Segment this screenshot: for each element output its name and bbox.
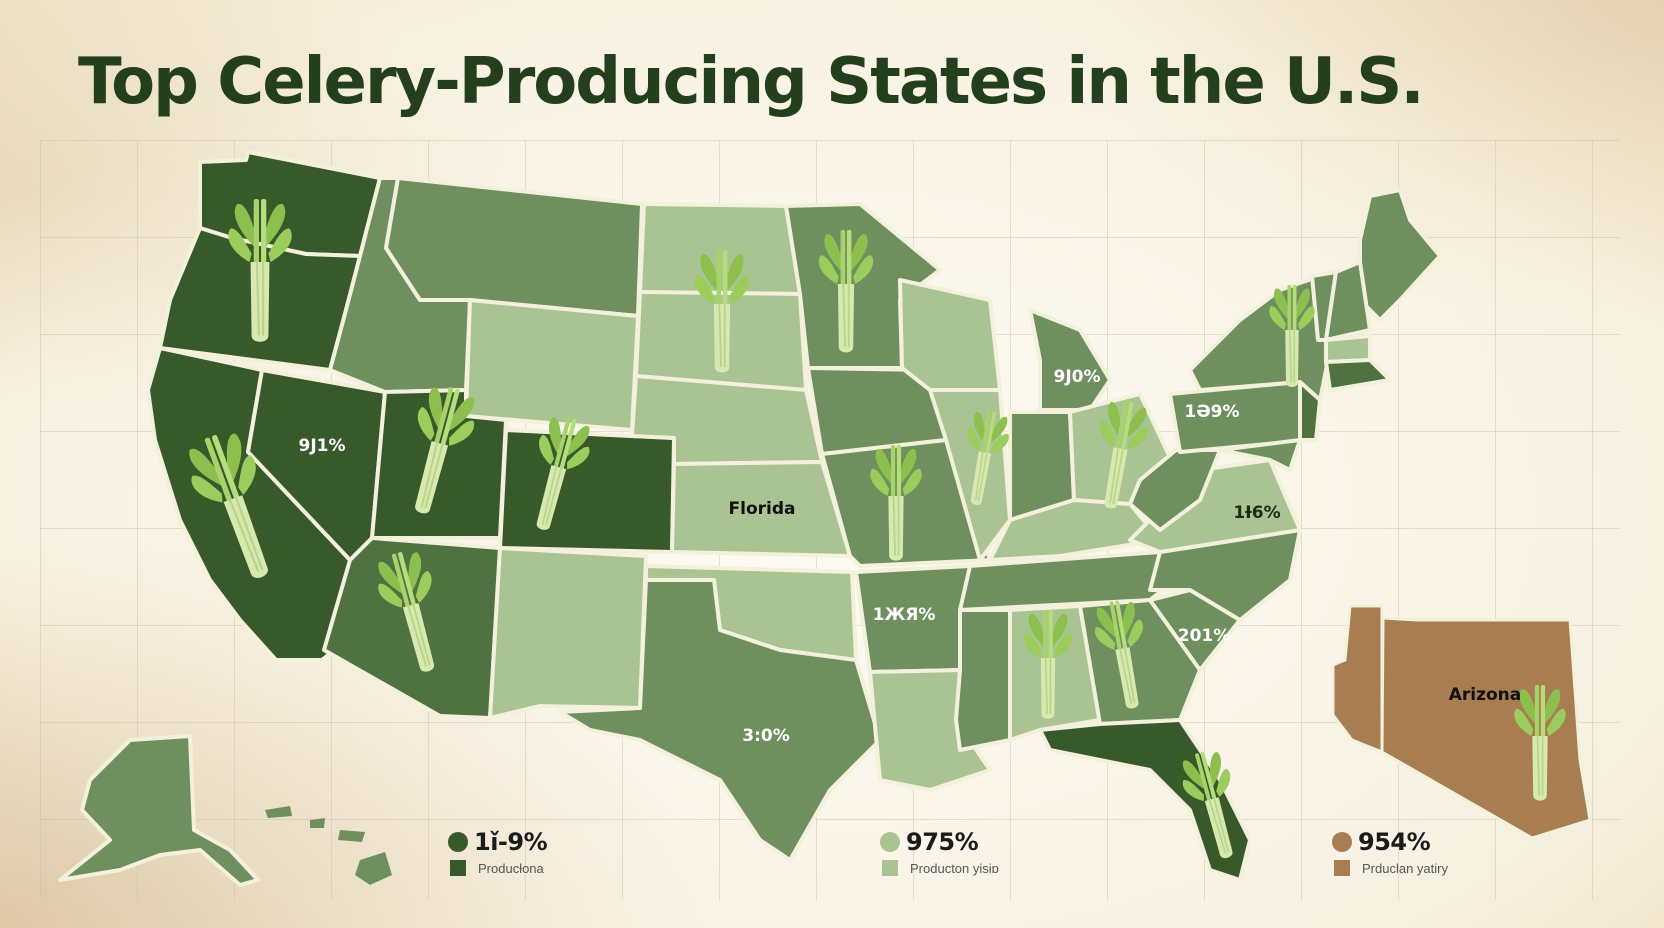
label-nevada: 9J1% <box>298 436 345 456</box>
legend-swatch-dark <box>450 860 466 876</box>
state-texas <box>558 578 882 862</box>
label-arizona-inset: Arizona <box>1449 685 1522 705</box>
legend-swatch-light <box>882 860 898 876</box>
label-kansas: Florida <box>729 499 796 519</box>
legend-label: Producƚona <box>478 860 544 876</box>
state-michigan <box>1028 308 1112 412</box>
state-mississippi <box>954 608 1012 752</box>
state-maryland <box>1218 438 1302 472</box>
legend-value: 954% <box>1358 828 1431 856</box>
state-new-jersey <box>1298 380 1322 442</box>
legend-dot-dark <box>448 832 468 852</box>
legend-dot-light <box>880 832 900 852</box>
legend-label: Prduclan yatiry <box>1362 860 1448 876</box>
legend-item-light: 975% Producton yisiɒ <box>880 828 999 876</box>
state-maine <box>1358 188 1442 322</box>
legend-item-dark: 1ǐ-9% Producƚona <box>448 828 548 876</box>
state-new-hampshire <box>1324 260 1372 342</box>
state-new-mexico <box>488 546 648 720</box>
label-south-carolina: 201% <box>1178 626 1231 646</box>
state-massachusetts <box>1324 334 1372 364</box>
state-hawaii <box>265 806 392 885</box>
inset-arizona-west <box>1331 604 1384 755</box>
page-title: Top Celery-Producing States in the U.S. <box>78 45 1425 119</box>
label-pennsylvania: 1Ə9% <box>1184 402 1239 422</box>
label-virginia: 1Ɨ6% <box>1233 503 1280 523</box>
state-wyoming <box>464 298 640 432</box>
state-wisconsin <box>898 278 1002 392</box>
label-arkansas: 1ЖЯ% <box>873 605 936 625</box>
legend-value: 1ǐ-9% <box>474 828 548 856</box>
legend-dot-highlight <box>1332 832 1352 852</box>
legend-label: Producton yisiɒ <box>910 860 999 876</box>
label-texas: 3:0% <box>742 726 790 746</box>
state-west-virginia <box>1128 448 1222 532</box>
state-labels: 9J1% 9J0% 1Ə9% Florida 1Ɨ6% 1ЖЯ% 201% 3:… <box>298 367 1521 746</box>
state-montana <box>384 176 644 318</box>
label-michigan: 9J0% <box>1053 367 1100 387</box>
legend-value: 975% <box>906 828 979 856</box>
legend-swatch-highlight <box>1334 860 1350 876</box>
state-connecticut <box>1324 358 1392 392</box>
state-alaska <box>58 734 260 887</box>
legend-item-highlight: 954% Prduclan yatiry <box>1332 828 1448 876</box>
